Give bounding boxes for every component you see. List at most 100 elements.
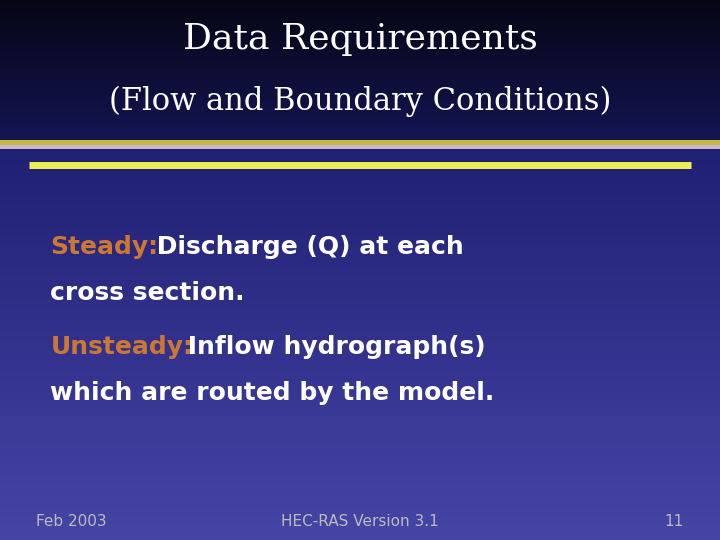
Bar	[0, 115, 720, 116]
Bar	[0, 481, 720, 482]
Bar	[0, 37, 720, 38]
Bar	[0, 361, 720, 363]
Bar	[0, 306, 720, 308]
Bar	[0, 95, 720, 96]
Bar	[0, 201, 720, 202]
Bar	[0, 494, 720, 496]
Bar	[0, 445, 720, 447]
Bar	[0, 0, 720, 1]
Bar	[0, 399, 720, 401]
Bar	[0, 36, 720, 37]
Bar	[0, 87, 720, 88]
Bar	[0, 92, 720, 93]
Bar	[0, 457, 720, 458]
Bar	[0, 383, 720, 385]
Bar	[0, 163, 720, 165]
Bar	[0, 244, 720, 246]
Bar	[0, 296, 720, 298]
Bar	[0, 123, 720, 124]
Bar	[0, 205, 720, 207]
Bar	[0, 323, 720, 326]
Bar	[0, 83, 720, 84]
Bar	[0, 538, 720, 540]
Text: 11: 11	[665, 514, 684, 529]
Bar	[0, 70, 720, 71]
Bar	[0, 449, 720, 451]
Bar	[0, 169, 720, 171]
Bar	[0, 109, 720, 110]
Bar	[0, 114, 720, 115]
Bar	[0, 343, 720, 346]
Bar	[0, 292, 720, 294]
Bar	[0, 26, 720, 27]
Bar	[0, 232, 720, 234]
Bar	[0, 55, 720, 56]
Bar	[0, 137, 720, 138]
Bar	[0, 252, 720, 254]
Bar	[0, 22, 720, 23]
Bar	[0, 187, 720, 189]
Bar	[0, 130, 720, 131]
Bar	[0, 278, 720, 280]
Bar	[0, 213, 720, 214]
Bar	[0, 346, 720, 348]
Bar	[0, 530, 720, 532]
Bar	[0, 31, 720, 32]
Bar	[0, 102, 720, 103]
Bar	[0, 389, 720, 391]
Bar	[0, 181, 720, 183]
Bar	[0, 349, 720, 352]
Bar	[0, 189, 720, 191]
Bar	[0, 425, 720, 427]
Bar	[0, 469, 720, 470]
Bar	[0, 71, 720, 72]
Bar	[0, 80, 720, 81]
Bar	[0, 140, 720, 145]
Bar	[0, 338, 720, 340]
Bar	[0, 58, 720, 59]
Bar	[0, 119, 720, 120]
Bar	[0, 492, 720, 494]
Bar	[0, 268, 720, 270]
Bar	[0, 24, 720, 25]
Bar	[0, 419, 720, 421]
Bar	[0, 77, 720, 78]
Bar	[0, 451, 720, 453]
Bar	[0, 57, 720, 58]
Bar	[0, 314, 720, 316]
Bar	[0, 312, 720, 314]
Bar	[0, 441, 720, 443]
Bar	[0, 40, 720, 41]
Bar	[0, 377, 720, 379]
Bar	[0, 318, 720, 320]
Bar	[0, 254, 720, 256]
Bar	[0, 288, 720, 290]
Bar	[0, 132, 720, 133]
Bar	[0, 117, 720, 118]
Bar	[0, 322, 720, 323]
Bar	[0, 522, 720, 524]
Bar	[0, 197, 720, 199]
Bar	[0, 63, 720, 64]
Bar	[0, 32, 720, 33]
Bar	[0, 145, 720, 148]
Bar	[0, 369, 720, 372]
Bar	[0, 91, 720, 92]
Bar	[0, 294, 720, 296]
Bar	[0, 75, 720, 76]
Bar	[0, 387, 720, 389]
Bar	[0, 256, 720, 258]
Bar	[0, 147, 720, 149]
Bar	[0, 97, 720, 98]
Bar	[0, 85, 720, 86]
Bar	[0, 504, 720, 507]
Bar	[0, 139, 720, 140]
Bar	[0, 335, 720, 338]
Bar	[0, 260, 720, 262]
Bar	[0, 60, 720, 61]
Bar	[0, 439, 720, 441]
Bar	[0, 66, 720, 68]
Bar	[0, 94, 720, 95]
Bar	[0, 461, 720, 463]
Bar	[0, 44, 720, 45]
